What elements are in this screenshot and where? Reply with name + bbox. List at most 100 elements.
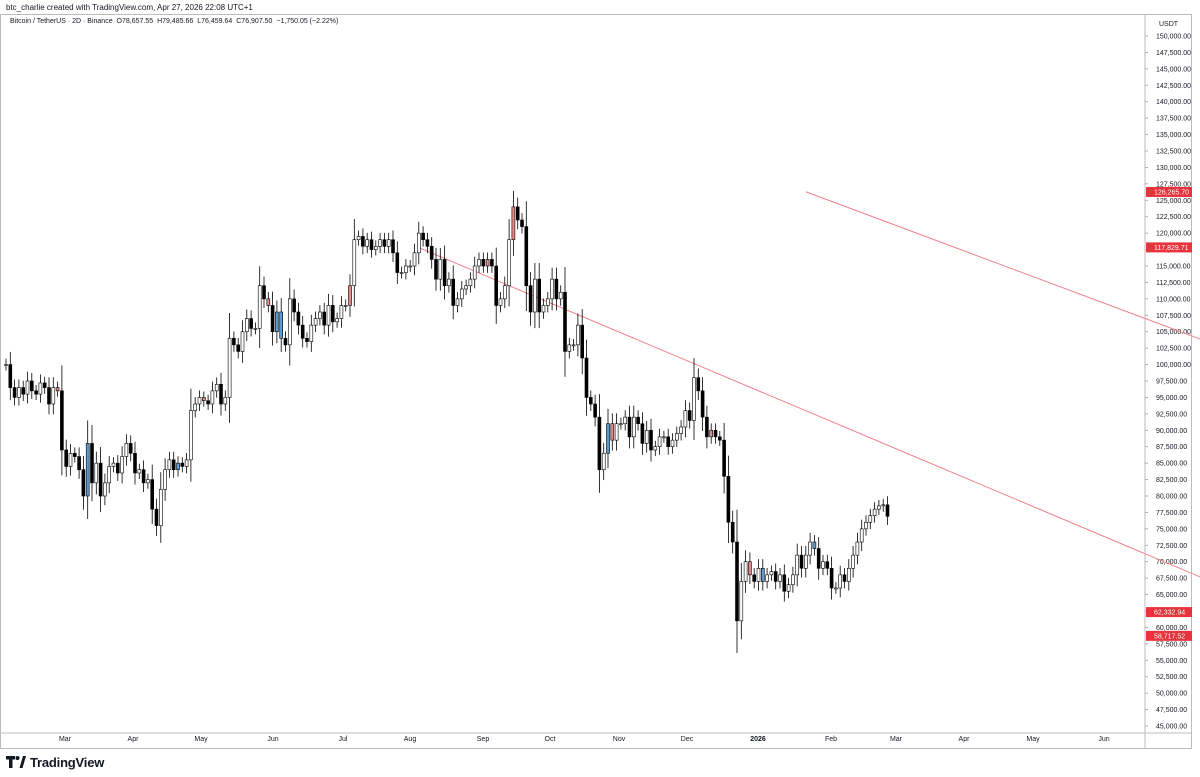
candle-body[interactable] [494, 265, 499, 306]
candle-body[interactable] [47, 387, 51, 405]
candle-body[interactable] [674, 433, 679, 441]
candle-body[interactable] [597, 416, 602, 471]
candle-body[interactable] [326, 305, 331, 326]
candle-body[interactable] [184, 459, 189, 467]
candle-body[interactable] [868, 515, 873, 523]
candle-body[interactable] [601, 452, 606, 471]
candle-body[interactable] [176, 462, 180, 471]
candle-body[interactable] [752, 574, 757, 582]
candle-body[interactable] [373, 245, 378, 250]
candle-body[interactable] [21, 387, 26, 395]
candle-body[interactable] [816, 548, 821, 569]
candle-body[interactable] [537, 278, 542, 313]
candle-body[interactable] [296, 311, 301, 326]
candle-body[interactable] [399, 272, 404, 274]
candle-body[interactable] [382, 239, 387, 247]
candle-body[interactable] [606, 423, 610, 454]
candle-body[interactable] [692, 377, 696, 421]
candle-body[interactable] [545, 298, 550, 306]
candle-body[interactable] [287, 298, 292, 346]
candle-body[interactable] [653, 446, 658, 451]
candle-body[interactable] [679, 426, 683, 434]
candle-body[interactable] [128, 443, 133, 454]
candle-body[interactable] [42, 382, 47, 388]
candle-body[interactable] [150, 479, 154, 510]
candle-body[interactable] [756, 567, 761, 582]
candle-body[interactable] [107, 466, 111, 484]
candle-body[interactable] [821, 561, 825, 569]
candle-body[interactable] [386, 239, 391, 247]
candle-body[interactable] [735, 541, 739, 622]
candle-body[interactable] [455, 298, 460, 306]
candle-body[interactable] [877, 505, 881, 510]
candle-body[interactable] [520, 219, 524, 227]
candle-body[interactable] [270, 305, 275, 333]
candle-body[interactable] [25, 380, 30, 395]
candle-body[interactable] [98, 462, 103, 497]
candle-body[interactable] [313, 318, 318, 326]
candle-body[interactable] [670, 439, 675, 448]
candle-body[interactable] [550, 278, 554, 300]
candle-body[interactable] [623, 416, 628, 425]
candle-body[interactable] [240, 331, 245, 352]
candle-body[interactable] [743, 561, 748, 582]
candle-body[interactable] [524, 226, 529, 287]
candle-body[interactable] [644, 429, 649, 444]
candle-body[interactable] [778, 574, 782, 582]
candle-body[interactable] [73, 452, 77, 457]
candle-body[interactable] [881, 504, 886, 507]
candle-body[interactable] [739, 581, 744, 622]
candle-body[interactable] [253, 328, 258, 330]
candle-body[interactable] [352, 239, 357, 287]
candle-body[interactable] [412, 252, 417, 267]
candle-body[interactable] [189, 410, 193, 461]
candle-body[interactable] [77, 456, 81, 471]
candle-body[interactable] [279, 311, 284, 339]
candle-body[interactable] [85, 443, 90, 497]
candle-body[interactable] [528, 285, 533, 313]
candle-body[interactable] [834, 587, 838, 590]
candle-body[interactable] [464, 285, 468, 290]
candle-body[interactable] [8, 364, 13, 388]
candle-body[interactable] [51, 387, 56, 405]
candle-body[interactable] [769, 571, 774, 576]
candle-body[interactable] [266, 298, 271, 306]
candle-body[interactable] [275, 311, 279, 333]
candle-body[interactable] [490, 259, 494, 267]
candle-body[interactable] [726, 475, 731, 523]
candle-body[interactable] [146, 479, 150, 484]
candle-body[interactable] [167, 459, 172, 471]
candle-body[interactable] [791, 574, 795, 586]
candle-body[interactable] [533, 278, 537, 313]
candle-body[interactable] [709, 429, 714, 438]
candle-body[interactable] [610, 423, 615, 441]
candle-body[interactable] [481, 259, 486, 267]
candle-body[interactable] [687, 410, 692, 421]
candle-body[interactable] [795, 554, 800, 576]
candle-body[interactable] [330, 305, 335, 323]
candle-body[interactable] [197, 397, 202, 405]
candle-body[interactable] [257, 285, 262, 329]
candle-body[interactable] [343, 305, 348, 307]
lower-channel-line[interactable] [418, 247, 1200, 638]
candle-body[interactable] [748, 561, 752, 576]
candle-body[interactable] [649, 429, 653, 451]
candle-body[interactable] [116, 462, 120, 474]
upper-channel-line[interactable] [805, 191, 1200, 611]
candle-body[interactable] [210, 390, 215, 405]
candle-body[interactable] [683, 410, 688, 428]
candle-body[interactable] [541, 305, 546, 313]
candle-body[interactable] [498, 298, 503, 306]
candle-body[interactable] [588, 397, 593, 405]
candle-body[interactable] [322, 311, 327, 326]
candle-body[interactable] [619, 423, 623, 426]
candle-body[interactable] [124, 443, 129, 457]
candle-body[interactable] [232, 337, 236, 346]
candle-body[interactable] [447, 278, 451, 287]
candle-body[interactable] [558, 291, 563, 300]
candle-body[interactable] [154, 508, 159, 526]
candle-body[interactable] [803, 554, 808, 569]
candle-body[interactable] [554, 278, 559, 300]
candle-body[interactable] [502, 285, 507, 300]
